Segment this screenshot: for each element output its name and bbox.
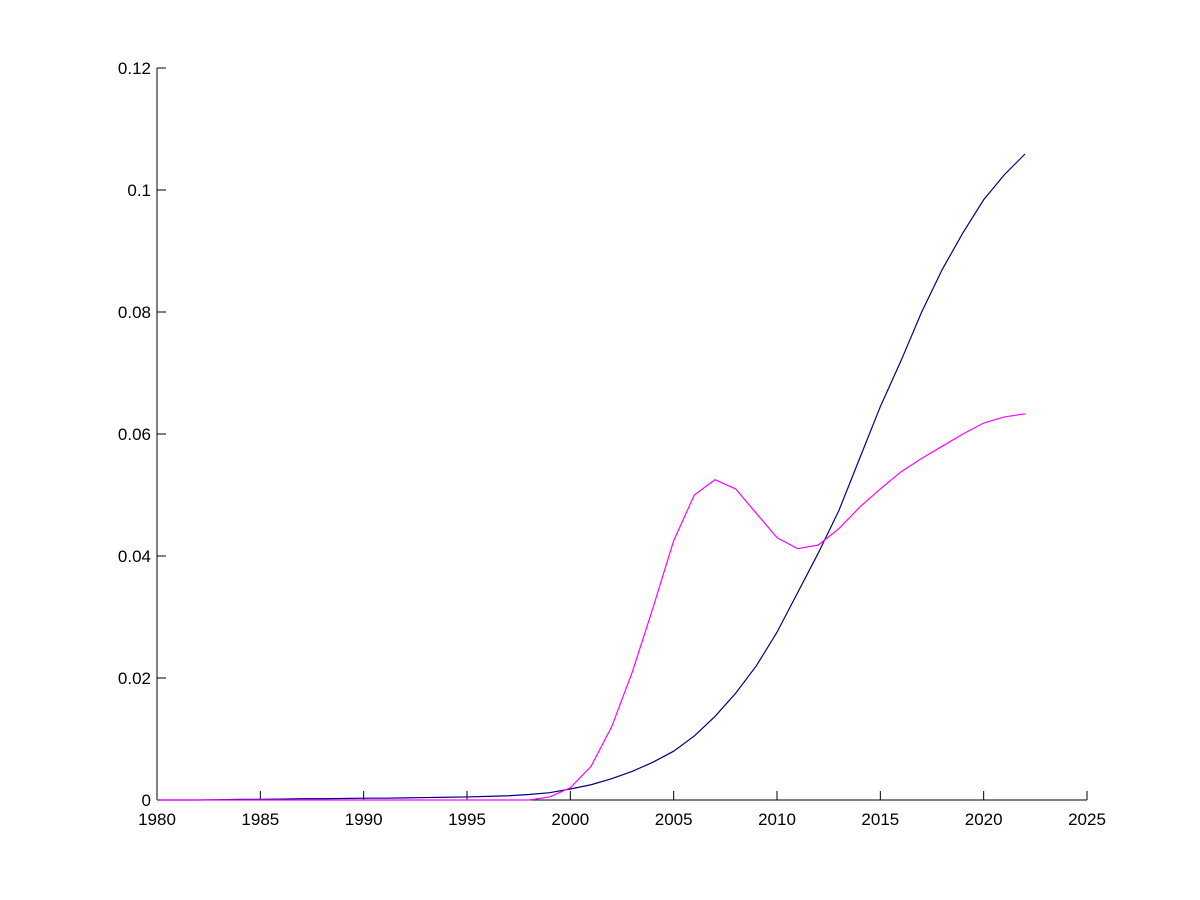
x-tick-label: 2020 (965, 810, 1003, 829)
y-tick-label: 0.02 (118, 669, 151, 688)
y-tick-label: 0 (142, 791, 151, 810)
x-tick-label: 1985 (241, 810, 279, 829)
x-tick-label: 1995 (448, 810, 486, 829)
y-tick-label: 0.06 (118, 425, 151, 444)
line-series (157, 413, 1026, 801)
y-tick-label: 0.12 (118, 59, 151, 78)
x-tick-label: 1990 (345, 810, 383, 829)
line-series (157, 153, 1026, 801)
y-tick-label: 0.04 (118, 547, 151, 566)
x-tick-label: 2010 (758, 810, 796, 829)
x-tick-label: 1980 (138, 810, 176, 829)
y-tick-label: 0.1 (127, 181, 151, 200)
x-tick-label: 2005 (655, 810, 693, 829)
x-tick-label: 2000 (551, 810, 589, 829)
y-tick-label: 0.08 (118, 303, 151, 322)
x-tick-label: 2015 (861, 810, 899, 829)
x-tick-label: 2025 (1068, 810, 1106, 829)
